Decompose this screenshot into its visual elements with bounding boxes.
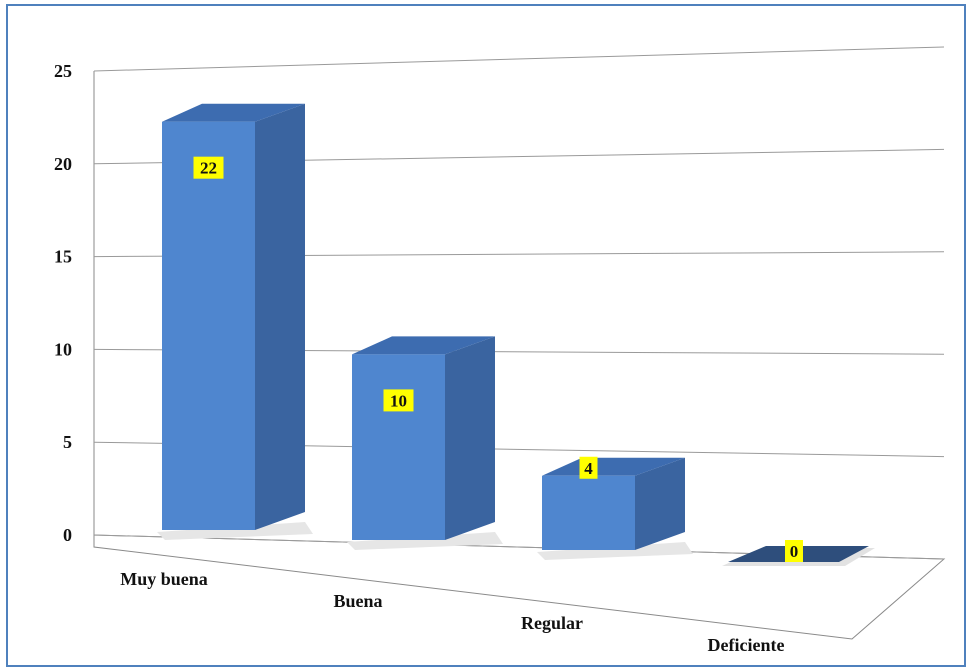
- x-category-label: Deficiente: [708, 635, 785, 655]
- data-label: 22: [200, 159, 217, 178]
- bars: 22 10 4 0: [157, 103, 875, 566]
- bar-front: [352, 354, 445, 540]
- gridline: [93, 46, 945, 72]
- x-axis: Muy buena Buena Regular Deficiente: [120, 569, 784, 655]
- data-label: 4: [584, 459, 593, 478]
- bar-front: [542, 475, 635, 550]
- bar-side: [255, 103, 305, 530]
- bar-top: [162, 103, 305, 122]
- bar: 0: [722, 540, 875, 566]
- data-label: 10: [390, 391, 407, 410]
- x-category-label: Regular: [521, 613, 583, 633]
- data-label-box: [193, 156, 224, 179]
- bar: 22: [157, 103, 313, 540]
- bar-chart: 0 5 10 15 20 25 22 10 4 0 Muy buena Buena Regular D…: [54, 46, 946, 655]
- bar: 10: [347, 336, 503, 550]
- y-axis: 0 5 10 15 20 25: [54, 61, 72, 545]
- data-label-box: [383, 389, 414, 412]
- bar: 4: [537, 456, 693, 560]
- y-tick-label: 20: [54, 154, 72, 174]
- y-tick-label: 0: [63, 525, 72, 545]
- y-tick-label: 15: [54, 247, 72, 267]
- bar-shadow: [347, 532, 503, 550]
- bar-top: [352, 336, 495, 355]
- x-category-label: Buena: [333, 591, 382, 611]
- bar-side: [445, 336, 495, 540]
- data-label-box: [579, 456, 598, 479]
- back-wall: [94, 65, 944, 559]
- bar-shadow: [537, 542, 693, 560]
- y-tick-label: 10: [54, 339, 72, 359]
- y-tick-label: 25: [54, 61, 72, 81]
- chart-frame: 0 5 10 15 20 25 22 10 4 0 Muy buena Buena Regular D…: [6, 4, 966, 667]
- data-label-box: [785, 540, 803, 562]
- bar-shadow: [157, 522, 313, 540]
- x-category-label: Muy buena: [120, 569, 208, 589]
- bar-side: [635, 457, 685, 550]
- bar-top: [542, 457, 685, 476]
- data-label: 0: [790, 542, 799, 561]
- y-tick-label: 5: [63, 432, 72, 452]
- bar-front: [162, 121, 255, 531]
